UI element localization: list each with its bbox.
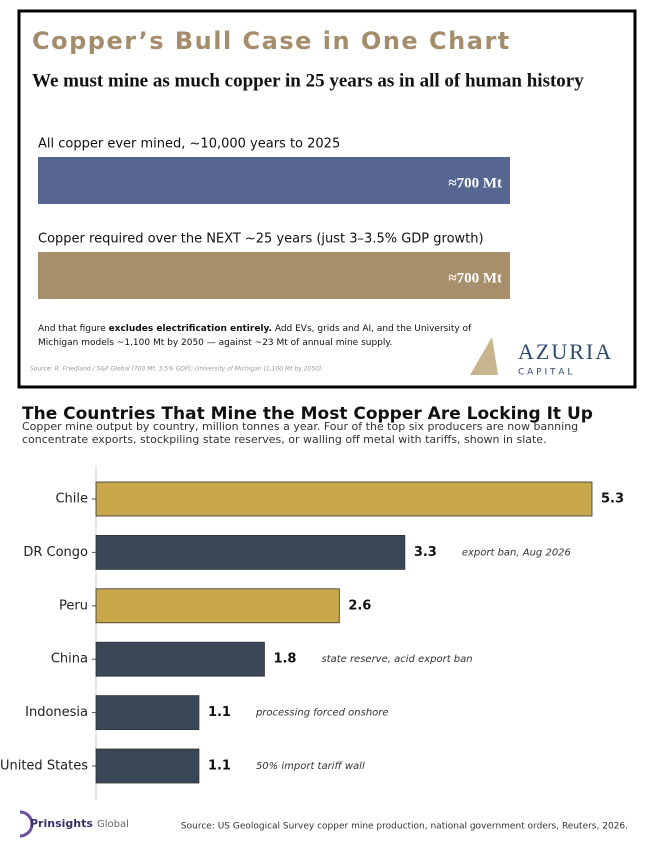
note-part: And that figure	[38, 324, 109, 334]
logo: AZURIA C A P I T A L	[470, 337, 613, 378]
value-label: 1.8	[273, 652, 296, 667]
logo-tagline: C A P I T A L	[518, 368, 572, 378]
y-tick-label: Peru	[59, 598, 88, 613]
annotation: state reserve, acid export ban	[321, 654, 472, 665]
bar	[95, 481, 593, 517]
logo-name: AZURIA	[518, 339, 613, 364]
panel-source: Source: R. Friedland / S&P Global (700 M…	[30, 366, 323, 373]
value-label: 3.3	[414, 545, 437, 560]
note-part: excludes electrification entirely.	[109, 324, 272, 334]
chart-subtitle: Copper mine output by country, million t…	[22, 420, 578, 433]
y-tick-label: Chile	[55, 492, 88, 507]
note-part: Michigan models ~1,100 Mt by 2050 — agai…	[38, 338, 392, 348]
value-label: 1.1	[208, 705, 231, 720]
bar-label: All copper ever mined, ~10,000 years to …	[38, 137, 340, 152]
bar	[38, 157, 510, 204]
annotation: export ban, Aug 2026	[462, 547, 571, 558]
bar	[95, 588, 340, 624]
annotation: processing forced onshore	[255, 708, 389, 719]
footer-brand-suffix: Global	[97, 819, 129, 830]
bar	[95, 535, 406, 570]
panel-title: Copper’s Bull Case in One Chart	[32, 27, 511, 55]
bar	[95, 641, 265, 677]
bar	[38, 252, 510, 299]
panel-subtitle: We must mine as much copper in 25 years …	[32, 70, 584, 91]
y-tick-label: DR Congo	[23, 545, 88, 560]
y-tick-label: Indonesia	[25, 705, 88, 720]
footer-source: Source: US Geological Survey copper mine…	[181, 822, 628, 832]
note: Michigan models ~1,100 Mt by 2050 — agai…	[38, 338, 392, 348]
logo-mark	[470, 337, 498, 375]
value-label: 1.1	[208, 759, 231, 774]
value-label: ≈700 Mt	[448, 270, 502, 286]
value-label: 5.3	[601, 492, 624, 507]
bar	[95, 748, 200, 784]
note-part: Add EVs, grids and AI, and the Universit…	[272, 324, 472, 334]
chart-subtitle: concentrate exports, stockpiling state r…	[22, 433, 547, 446]
footer-logo-mark	[19, 810, 34, 838]
bar-label: Copper required over the NEXT ~25 years …	[38, 232, 484, 247]
footer-brand: Prinsights	[30, 817, 93, 830]
value-label: 2.6	[348, 598, 371, 613]
y-tick-label: United States	[0, 759, 88, 774]
value-label: ≈700 Mt	[448, 175, 502, 191]
y-tick-label: China	[51, 652, 88, 667]
note: And that figure excludes electrification…	[38, 324, 472, 334]
chart-title: The Countries That Mine the Most Copper …	[22, 404, 593, 424]
footer: Prinsights Global Source: US Geological …	[19, 810, 628, 838]
bar	[95, 695, 200, 730]
annotation: 50% import tariff wall	[256, 761, 365, 772]
